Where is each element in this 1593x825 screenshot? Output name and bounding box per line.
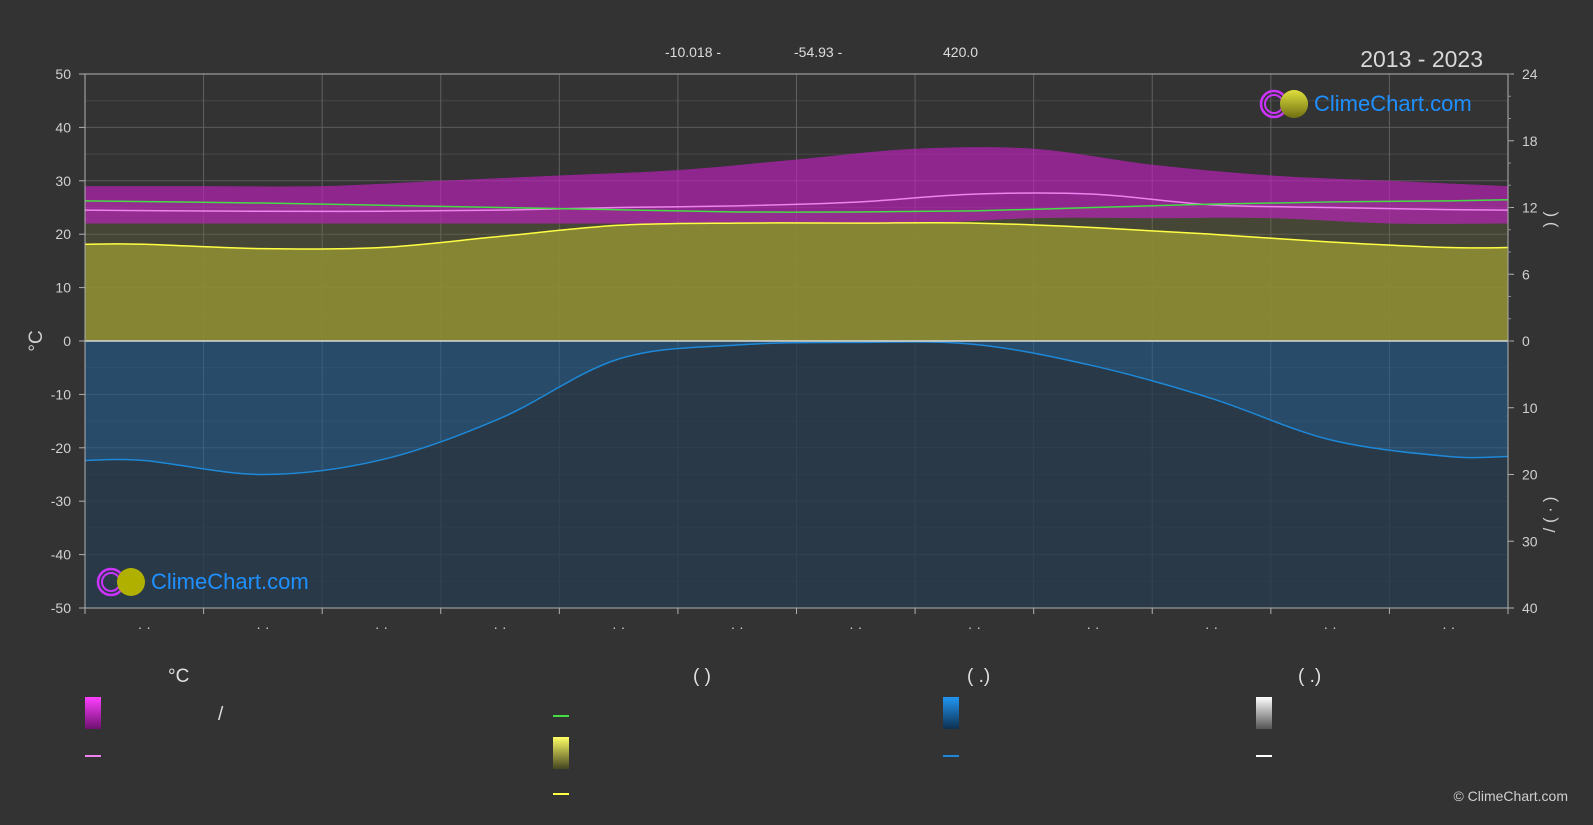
right-tick-label-hours: 12 bbox=[1522, 200, 1538, 216]
month-tick-label: · · bbox=[493, 619, 506, 635]
legend-head-sun: ( ) bbox=[693, 666, 711, 687]
legend-head-snow: ( .) bbox=[1298, 666, 1322, 687]
legend-snow-swatch bbox=[1256, 697, 1272, 729]
left-tick-label: -20 bbox=[51, 440, 71, 456]
month-tick-label: · · bbox=[1205, 619, 1218, 635]
right-tick-label-hours: 24 bbox=[1522, 66, 1538, 82]
legend-temp-range-label: / bbox=[218, 704, 224, 725]
daylight-area bbox=[85, 199, 1508, 341]
left-tick-label: 10 bbox=[55, 280, 71, 296]
legend-temp-swatch bbox=[85, 697, 101, 729]
legend-rain-swatch bbox=[943, 697, 959, 729]
logo-bottom: ClimeChart.com bbox=[95, 566, 309, 598]
right-tick-label-hours: 6 bbox=[1522, 266, 1530, 282]
left-axis-title: °C bbox=[26, 330, 47, 351]
right-tick-label-precip: 10 bbox=[1522, 400, 1538, 416]
left-tick-label: 30 bbox=[55, 173, 71, 189]
month-tick-label: · · bbox=[1442, 619, 1455, 635]
logo-text: ClimeChart.com bbox=[1314, 91, 1472, 116]
temperature-range-band bbox=[85, 147, 1508, 224]
left-tick-label: 0 bbox=[63, 333, 71, 349]
month-tick-label: · · bbox=[256, 619, 269, 635]
max-temp-line bbox=[84, 192, 1509, 213]
latitude-label: -10.018 - bbox=[665, 44, 722, 60]
month-tick-label: · · bbox=[1086, 619, 1099, 635]
precipitation-line bbox=[84, 341, 1509, 476]
logo-icon bbox=[96, 567, 145, 597]
year-range: 2013 - 2023 bbox=[1360, 46, 1483, 72]
left-tick-label: -30 bbox=[51, 493, 71, 509]
copyright: © ClimeChart.com bbox=[1453, 788, 1568, 804]
left-tick-label: 50 bbox=[55, 66, 71, 82]
left-tick-label: 40 bbox=[55, 119, 71, 135]
legend-head-rain: ( .) bbox=[967, 666, 991, 687]
logo-top: ClimeChart.com bbox=[1258, 88, 1472, 120]
sunshine-area bbox=[85, 222, 1508, 341]
month-tick-label: · · bbox=[968, 619, 981, 635]
elevation-label: 420.0 bbox=[943, 44, 979, 60]
logo-icon bbox=[1259, 89, 1308, 119]
longitude-label: -54.93 - bbox=[794, 44, 843, 60]
month-tick-label: · · bbox=[849, 619, 862, 635]
sunshine-line bbox=[84, 221, 1509, 250]
right-tick-label-precip: 20 bbox=[1522, 467, 1538, 483]
right-tick-label-precip: 30 bbox=[1522, 533, 1538, 549]
right-tick-label-hours: 0 bbox=[1522, 333, 1530, 349]
right-axis-title-hours: ) ( bbox=[1540, 211, 1559, 227]
month-tick-label: · · bbox=[138, 619, 151, 635]
legend-head-temp: °C bbox=[168, 666, 190, 687]
left-tick-label: -50 bbox=[51, 600, 71, 616]
left-tick-label: 20 bbox=[55, 226, 71, 242]
daylight-line bbox=[84, 198, 1509, 213]
left-tick-label: -10 bbox=[51, 386, 71, 402]
precipitation-shadow bbox=[85, 341, 1508, 608]
right-axis-title-precip: / ( · ) bbox=[1540, 497, 1559, 533]
month-tick-label: · · bbox=[612, 619, 625, 635]
right-tick-label-hours: 18 bbox=[1522, 133, 1538, 149]
month-tick-label: · · bbox=[375, 619, 388, 635]
month-tick-label: · · bbox=[1324, 619, 1337, 635]
left-tick-label: -40 bbox=[51, 547, 71, 563]
logo-text: ClimeChart.com bbox=[151, 569, 309, 594]
month-tick-label: · · bbox=[731, 619, 744, 635]
right-tick-label-precip: 40 bbox=[1522, 600, 1538, 616]
legend-sunshine-swatch bbox=[553, 737, 569, 769]
